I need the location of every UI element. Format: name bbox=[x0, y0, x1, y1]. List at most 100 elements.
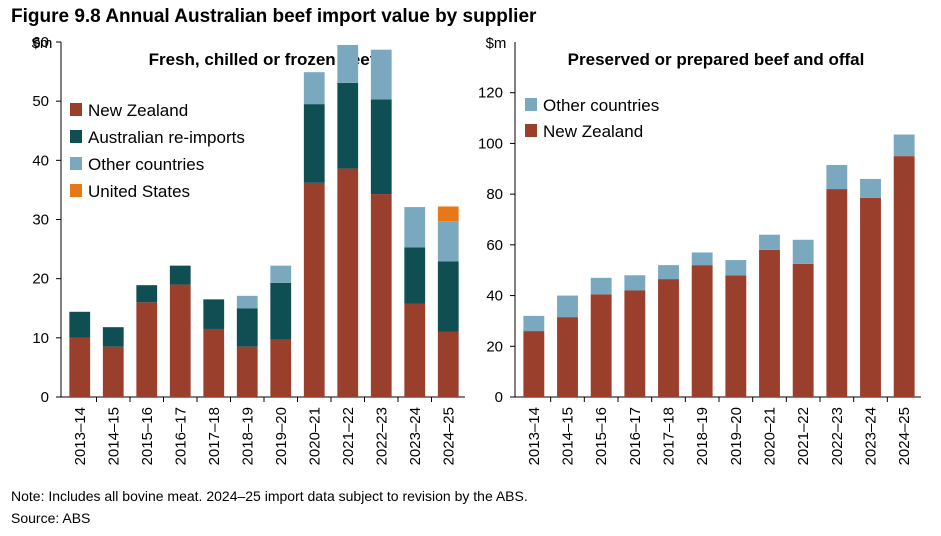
y-tick-label-1-4: 80 bbox=[486, 186, 503, 203]
y-tick-label-0-2: 20 bbox=[32, 271, 49, 288]
x-tick-label-0-9: 2022–23 bbox=[373, 407, 390, 465]
bar-0-8-1 bbox=[337, 82, 359, 169]
y-tick-label-0-1: 10 bbox=[32, 330, 49, 347]
bar-0-7-0 bbox=[303, 182, 325, 397]
x-tick-label-0-0: 2013–14 bbox=[72, 407, 89, 465]
bar-1-8-0 bbox=[792, 263, 814, 397]
y-tick-label-1-1: 20 bbox=[486, 338, 503, 355]
bar-1-3-1 bbox=[624, 275, 646, 291]
legend-label-0-1: Australian re-imports bbox=[88, 128, 245, 147]
bar-1-5-0 bbox=[691, 265, 713, 397]
bar-0-11-1 bbox=[437, 261, 459, 332]
bar-0-9-0 bbox=[370, 194, 392, 397]
legend-swatch-0-1 bbox=[70, 130, 82, 143]
bar-1-4-0 bbox=[658, 279, 679, 397]
bar-0-1-1 bbox=[102, 327, 124, 347]
bar-1-11-0 bbox=[893, 156, 915, 397]
bar-0-11-3 bbox=[437, 206, 459, 222]
bar-0-4-1 bbox=[203, 299, 225, 329]
bar-0-1-0 bbox=[102, 346, 124, 397]
legend-swatch-1-1 bbox=[525, 124, 537, 137]
bar-0-10-1 bbox=[404, 247, 426, 304]
bar-0-7-1 bbox=[303, 104, 325, 183]
figure-title: Figure 9.8 Annual Australian beef import… bbox=[11, 6, 537, 27]
bar-1-7-1 bbox=[759, 234, 780, 250]
x-tick-label-1-5: 2018–19 bbox=[694, 407, 711, 465]
x-tick-label-0-11: 2024–25 bbox=[440, 407, 457, 465]
legend-label-0-2: Other countries bbox=[88, 155, 204, 174]
bar-1-1-0 bbox=[557, 317, 578, 397]
y-tick-label-0-6: 60 bbox=[32, 34, 49, 51]
y-tick-label-1-0: 0 bbox=[495, 389, 503, 406]
bar-0-11-2 bbox=[437, 221, 459, 262]
x-tick-label-1-11: 2024–25 bbox=[896, 407, 913, 465]
bar-0-10-2 bbox=[404, 207, 426, 248]
x-tick-label-1-1: 2014–15 bbox=[560, 407, 577, 465]
bar-1-3-0 bbox=[624, 290, 646, 397]
y-tick-label-1-2: 40 bbox=[486, 288, 503, 305]
bar-0-0-0 bbox=[69, 337, 91, 397]
bar-1-5-1 bbox=[691, 252, 713, 266]
bar-1-4-1 bbox=[658, 265, 679, 280]
panel-title-0: Fresh, chilled or frozen beef bbox=[149, 50, 376, 69]
y-tick-label-0-5: 50 bbox=[32, 93, 49, 110]
bar-0-8-2 bbox=[337, 44, 359, 83]
x-tick-label-0-3: 2016–17 bbox=[172, 407, 189, 465]
x-tick-label-1-7: 2020–21 bbox=[762, 407, 779, 465]
legend-swatch-0-3 bbox=[70, 184, 82, 197]
legend-swatch-0-0 bbox=[70, 103, 82, 116]
x-tick-label-0-10: 2023–24 bbox=[407, 407, 424, 465]
bar-0-2-0 bbox=[136, 302, 158, 397]
bar-0-8-0 bbox=[337, 168, 359, 397]
legend-swatch-0-2 bbox=[70, 157, 82, 170]
legend-swatch-1-0 bbox=[525, 98, 537, 111]
chart-source: Source: ABS bbox=[11, 510, 91, 526]
bar-1-8-1 bbox=[792, 239, 814, 264]
legend-label-1-1: New Zealand bbox=[543, 122, 643, 141]
bar-1-6-1 bbox=[725, 260, 747, 276]
x-tick-label-0-7: 2020–21 bbox=[306, 407, 323, 465]
y-tick-label-1-3: 60 bbox=[486, 237, 503, 254]
chart-note: Note: Includes all bovine meat. 2024–25 … bbox=[11, 488, 528, 504]
bar-1-2-0 bbox=[590, 294, 612, 397]
x-tick-label-1-3: 2016–17 bbox=[627, 407, 644, 465]
bar-0-5-1 bbox=[236, 308, 258, 347]
x-tick-label-0-5: 2018–19 bbox=[239, 407, 256, 465]
bar-0-5-2 bbox=[236, 295, 258, 309]
x-tick-label-1-6: 2019–20 bbox=[728, 407, 745, 465]
bar-0-3-0 bbox=[169, 284, 191, 397]
legend-label-0-0: New Zealand bbox=[88, 101, 188, 120]
bar-1-7-0 bbox=[759, 249, 780, 397]
bar-1-0-1 bbox=[523, 315, 545, 332]
x-tick-label-1-8: 2021–22 bbox=[795, 407, 812, 465]
bar-0-4-0 bbox=[203, 328, 225, 397]
bar-0-3-1 bbox=[169, 265, 191, 285]
x-tick-label-0-6: 2019–20 bbox=[273, 407, 290, 465]
bar-1-10-1 bbox=[860, 178, 881, 198]
bar-1-9-1 bbox=[826, 164, 848, 190]
y-tick-label-0-0: 0 bbox=[41, 389, 49, 406]
x-tick-label-0-1: 2014–15 bbox=[105, 407, 122, 465]
y-tick-label-1-6: 120 bbox=[478, 85, 503, 102]
y-tick-label-0-4: 40 bbox=[32, 152, 49, 169]
x-tick-label-0-2: 2015–16 bbox=[139, 407, 156, 465]
bar-1-1-1 bbox=[557, 295, 578, 318]
y-tick-label-1-5: 100 bbox=[478, 135, 503, 152]
bar-1-6-0 bbox=[725, 275, 747, 397]
x-tick-label-0-4: 2017–18 bbox=[206, 407, 223, 465]
bar-0-9-1 bbox=[370, 99, 392, 195]
y-axis-unit-1: $m bbox=[486, 35, 507, 52]
panel-title-1: Preserved or prepared beef and offal bbox=[568, 50, 865, 69]
bar-0-0-1 bbox=[69, 311, 91, 338]
bar-0-5-0 bbox=[236, 346, 258, 397]
x-tick-label-1-4: 2017–18 bbox=[661, 407, 678, 465]
bar-0-7-2 bbox=[303, 72, 325, 105]
x-tick-label-1-0: 2013–14 bbox=[526, 407, 543, 465]
x-tick-label-0-8: 2021–22 bbox=[340, 407, 357, 465]
bar-0-6-2 bbox=[270, 265, 292, 283]
bar-0-11-0 bbox=[437, 331, 459, 397]
bar-0-10-0 bbox=[404, 303, 426, 397]
y-tick-label-0-3: 30 bbox=[32, 212, 49, 229]
bar-0-2-1 bbox=[136, 285, 158, 303]
